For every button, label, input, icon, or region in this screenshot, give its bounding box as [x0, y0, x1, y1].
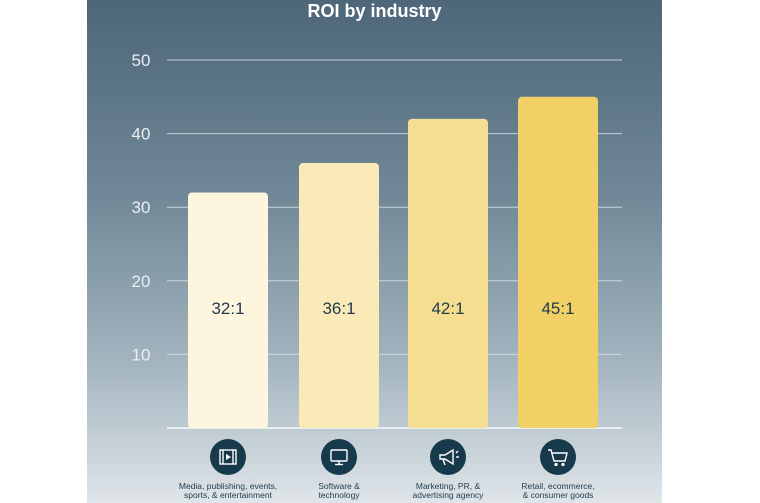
bar — [518, 96, 598, 429]
bar-data-label: 42:1 — [431, 299, 464, 318]
megaphone-body — [439, 448, 454, 466]
bar — [188, 192, 268, 428]
cart-icon — [540, 439, 576, 475]
icon-circle — [430, 439, 466, 475]
film-icon — [210, 439, 246, 475]
category-label: Marketing, PR, & — [416, 481, 481, 491]
film-frame — [219, 449, 237, 465]
category-label: Media, publishing, events, — [179, 481, 277, 491]
category-label: Software & — [318, 481, 360, 491]
monitor-icon — [321, 439, 357, 475]
bar — [408, 118, 488, 428]
category-label: & consumer goods — [523, 490, 594, 500]
cart-wheel — [561, 462, 565, 467]
bar-data-label: 32:1 — [211, 299, 244, 318]
icon-circle — [321, 439, 357, 475]
category-label: sports, & entertainment — [184, 490, 273, 500]
category-label: technology — [318, 490, 360, 500]
chart-panel: ROI by industry 10 20 30 40 50 32:1 Media, pub… — [87, 0, 662, 503]
icon-circle — [540, 439, 576, 475]
y-tick-label: 20 — [132, 272, 151, 291]
y-tick-label: 50 — [132, 51, 151, 70]
bar-data-label: 45:1 — [541, 299, 574, 318]
megaphone-handle — [442, 458, 446, 466]
category-label: advertising agency — [413, 490, 485, 500]
cart-body — [548, 449, 568, 462]
bar — [299, 163, 379, 429]
y-tick-label: 40 — [132, 125, 151, 144]
y-tick-label: 30 — [132, 198, 151, 217]
bar-data-label: 36:1 — [322, 299, 355, 318]
megaphone-icon — [430, 439, 466, 475]
y-tick-label: 10 — [132, 345, 151, 364]
chart-title: ROI by industry — [307, 1, 442, 21]
play-glyph — [226, 454, 231, 460]
sound-line — [455, 450, 459, 454]
bar-chart: 10 20 30 40 50 32:1 Media, publishing, events,… — [132, 51, 622, 500]
category-label: Retail, ecommerce, — [521, 481, 594, 491]
cart-wheel — [554, 462, 558, 467]
